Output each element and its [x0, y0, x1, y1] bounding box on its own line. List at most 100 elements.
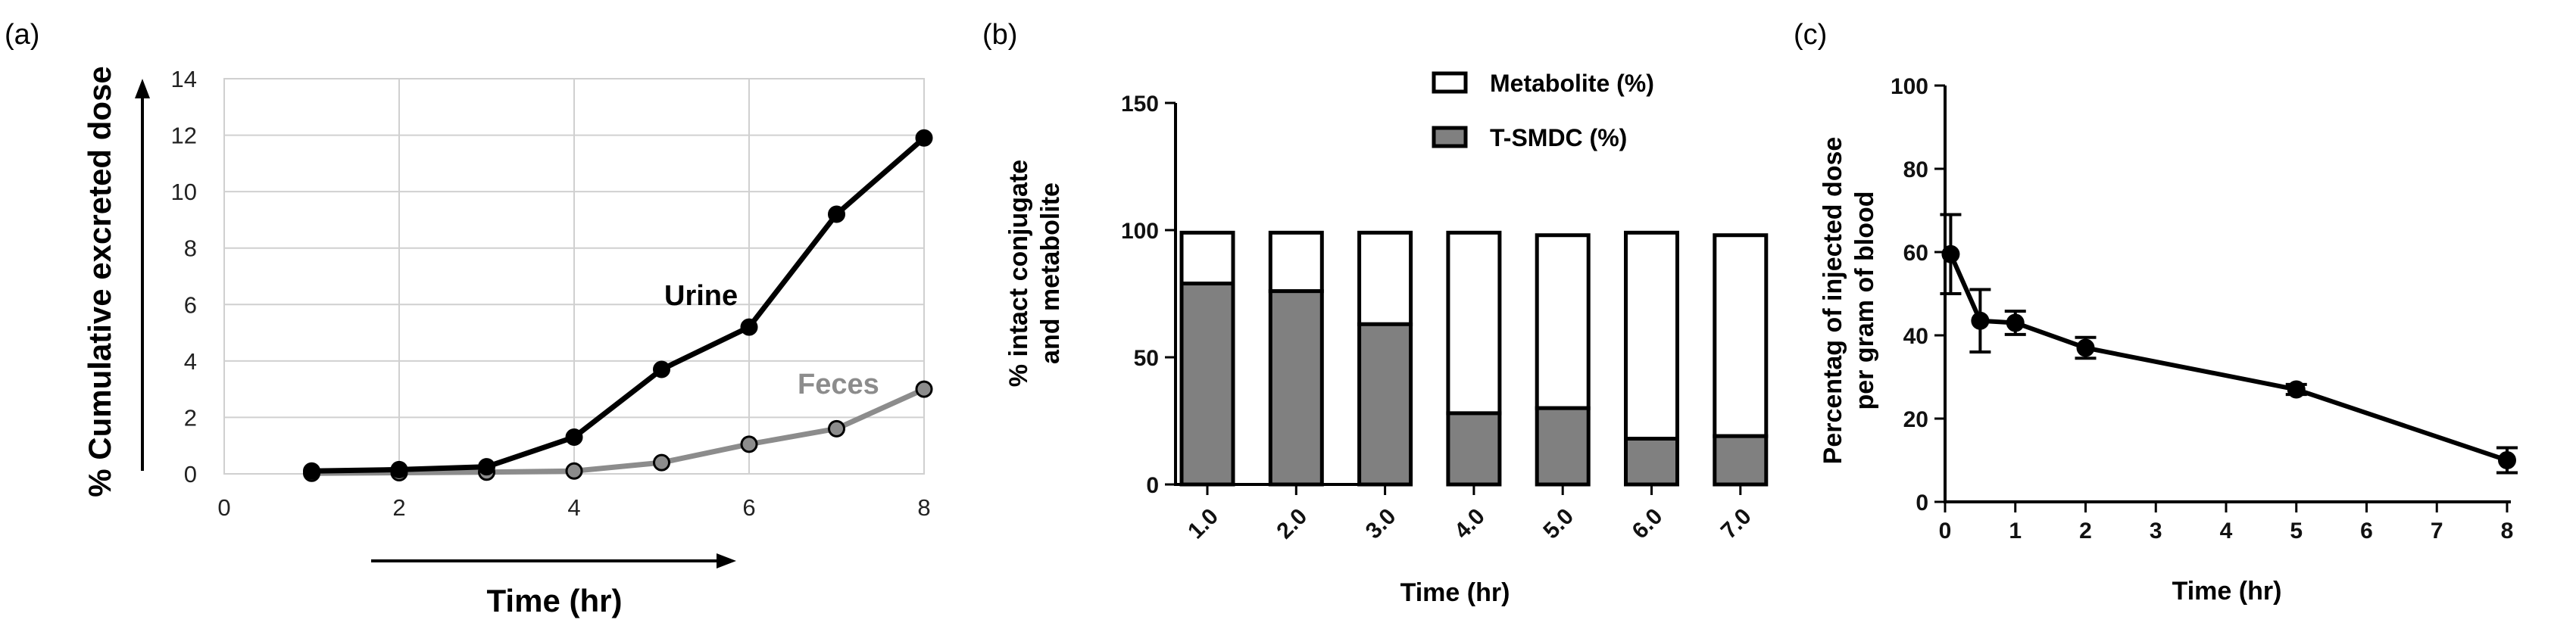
metabolite-bar-segment	[1624, 230, 1679, 441]
panel-c-y-tick-label: 60	[1903, 241, 1928, 266]
panel-c-x-axis-label: Time (hr)	[2172, 577, 2282, 606]
blood-data-point	[1971, 311, 1990, 330]
panel-b-x-tick-label: 5.0	[1538, 504, 1578, 544]
panel-c-y-ticks: 0 20 40 60 80 100	[1891, 74, 1945, 515]
metabolite-bar-segment	[1268, 230, 1324, 294]
panel-a-gridlines	[224, 79, 924, 474]
tsmdc-bar-segment	[1713, 434, 1769, 487]
panel-a-x-tick-label: 2	[392, 494, 405, 521]
panel-c-y-axis-label-line2: per gram of blood	[1850, 192, 1879, 410]
panel-c-y-tick-label: 0	[1916, 491, 1928, 515]
urine-data-point	[740, 318, 758, 336]
feces-data-point	[565, 462, 583, 480]
panel-a-y-arrow-head	[135, 79, 150, 98]
metabolite-bar-segment	[1713, 233, 1769, 438]
urine-series-label: Urine	[664, 280, 738, 312]
metabolite-bar-segment	[1357, 230, 1413, 326]
panel-a-y-tick-label: 14	[171, 66, 197, 92]
panel-b-x-axis-label: Time (hr)	[1400, 578, 1510, 607]
tsmdc-bar-segment	[1624, 437, 1679, 487]
panel-b-x-tick-label: 7.0	[1716, 504, 1756, 544]
panel-a-y-tick-label: 8	[184, 235, 197, 262]
panel-b-x-tick-label: 2.0	[1272, 504, 1312, 544]
panel-b-x-tick-label: 1.0	[1183, 504, 1223, 544]
panel-c-x-tick-label: 3	[2150, 519, 2162, 543]
legend-metabolite-label: Metabolite (%)	[1490, 70, 1654, 97]
blood-data-point	[2498, 451, 2516, 469]
panel-b-y-tick-label: 50	[1134, 346, 1159, 371]
legend-tsmdc-label: T-SMDC (%)	[1490, 124, 1627, 151]
urine-data-point	[565, 428, 583, 447]
tsmdc-bar-segment	[1357, 322, 1413, 487]
panel-b-y-tick-label: 0	[1146, 473, 1159, 498]
panel-a-series	[303, 129, 933, 482]
blood-data-point	[1941, 244, 1960, 263]
feces-series-label: Feces	[798, 369, 879, 400]
panel-a-label: (a)	[5, 19, 39, 51]
urine-data-point	[303, 462, 320, 480]
tsmdc-bar-segment	[1446, 411, 1502, 487]
panel-b-y-ticks: 0 50 100 150	[1121, 92, 1176, 498]
panel-c-label: (c)	[1794, 19, 1827, 51]
panel-c-x-tick-label: 7	[2431, 519, 2443, 543]
panel-a-y-tick-label: 6	[184, 291, 197, 318]
panel-a-y-tick-label: 4	[184, 348, 197, 375]
panel-a-x-tick-label: 4	[567, 494, 580, 521]
urine-data-point	[915, 129, 933, 147]
metabolite-bar-segment	[1179, 230, 1235, 286]
panel-a-x-axis-label: Time (hr)	[487, 583, 623, 618]
feces-data-point	[653, 453, 670, 472]
blood-data-point	[2006, 313, 2025, 332]
feces-data-point	[740, 435, 758, 453]
panel-c: (c) Percentag of injected dose per gram …	[1794, 19, 2518, 606]
panel-a-x-tick-label: 0	[217, 494, 230, 521]
tsmdc-bar-segment	[1535, 406, 1591, 487]
panel-a-x-arrow-head	[717, 553, 736, 568]
urine-data-point	[478, 458, 495, 476]
panel-c-x-tick-label: 6	[2360, 519, 2373, 543]
panel-c-y-tick-label: 20	[1903, 407, 1928, 432]
panel-c-x-ticks: 0 1 2 3 4 5 6 7 8	[1939, 502, 2514, 543]
tsmdc-bar-segment	[1179, 282, 1235, 487]
panel-c-x-tick-label: 0	[1939, 519, 1952, 543]
panel-c-x-tick-label: 4	[2220, 519, 2233, 543]
urine-data-point	[390, 460, 408, 478]
feces-series-line	[311, 386, 926, 476]
panel-a-y-ticks: 0 2 4 6 8 10 12 14	[171, 66, 197, 487]
panel-a-y-tick-label: 10	[171, 179, 197, 205]
panel-b: (b) % intact conjugate and metabolite 0 5…	[982, 19, 1769, 607]
panel-b-label: (b)	[982, 19, 1017, 51]
panel-b-bars	[1179, 230, 1769, 487]
panel-b-y-tick-label: 100	[1121, 219, 1159, 244]
panel-a-x-tick-label: 8	[917, 494, 930, 521]
urine-data-point	[828, 205, 845, 223]
blood-series-line	[1948, 253, 2508, 462]
panel-c-x-tick-label: 2	[2079, 519, 2092, 543]
panel-b-y-axis-label-line1: % intact conjugate	[1004, 160, 1033, 387]
panel-c-x-tick-label: 8	[2501, 519, 2514, 543]
blood-data-point	[2287, 380, 2306, 399]
panel-b-x-tick-label: 6.0	[1628, 504, 1668, 544]
panel-b-y-tick-label: 150	[1121, 92, 1159, 117]
panel-c-y-tick-label: 100	[1891, 74, 1928, 99]
panel-c-series	[1940, 213, 2518, 475]
tsmdc-bar-segment	[1268, 289, 1324, 487]
feces-data-point	[828, 419, 845, 438]
blood-data-point	[2076, 338, 2095, 357]
legend-metabolite-swatch	[1432, 71, 1468, 94]
panel-b-y-axis-label-line2: and metabolite	[1036, 182, 1065, 364]
panel-c-x-tick-label: 1	[2009, 519, 2022, 543]
legend-tsmdc-swatch	[1432, 126, 1468, 148]
panel-a-y-axis-label: % Cumulative excreted dose	[82, 66, 117, 497]
panel-b-x-tick-label: 3.0	[1361, 504, 1401, 544]
panel-c-x-tick-label: 5	[2290, 519, 2303, 543]
panel-b-x-tick-label: 4.0	[1450, 504, 1490, 544]
panel-a-x-tick-label: 6	[742, 494, 755, 521]
urine-series-line	[311, 135, 926, 474]
feces-data-point	[915, 380, 933, 398]
panel-c-y-axis-label-line1: Percentag of injected dose	[1819, 137, 1847, 465]
panel-b-x-ticks: 1.0 2.0 3.0 4.0 5.0 6.0 7.0	[1183, 484, 1756, 543]
panel-a-y-tick-label: 2	[184, 404, 197, 431]
urine-data-point	[653, 360, 670, 378]
